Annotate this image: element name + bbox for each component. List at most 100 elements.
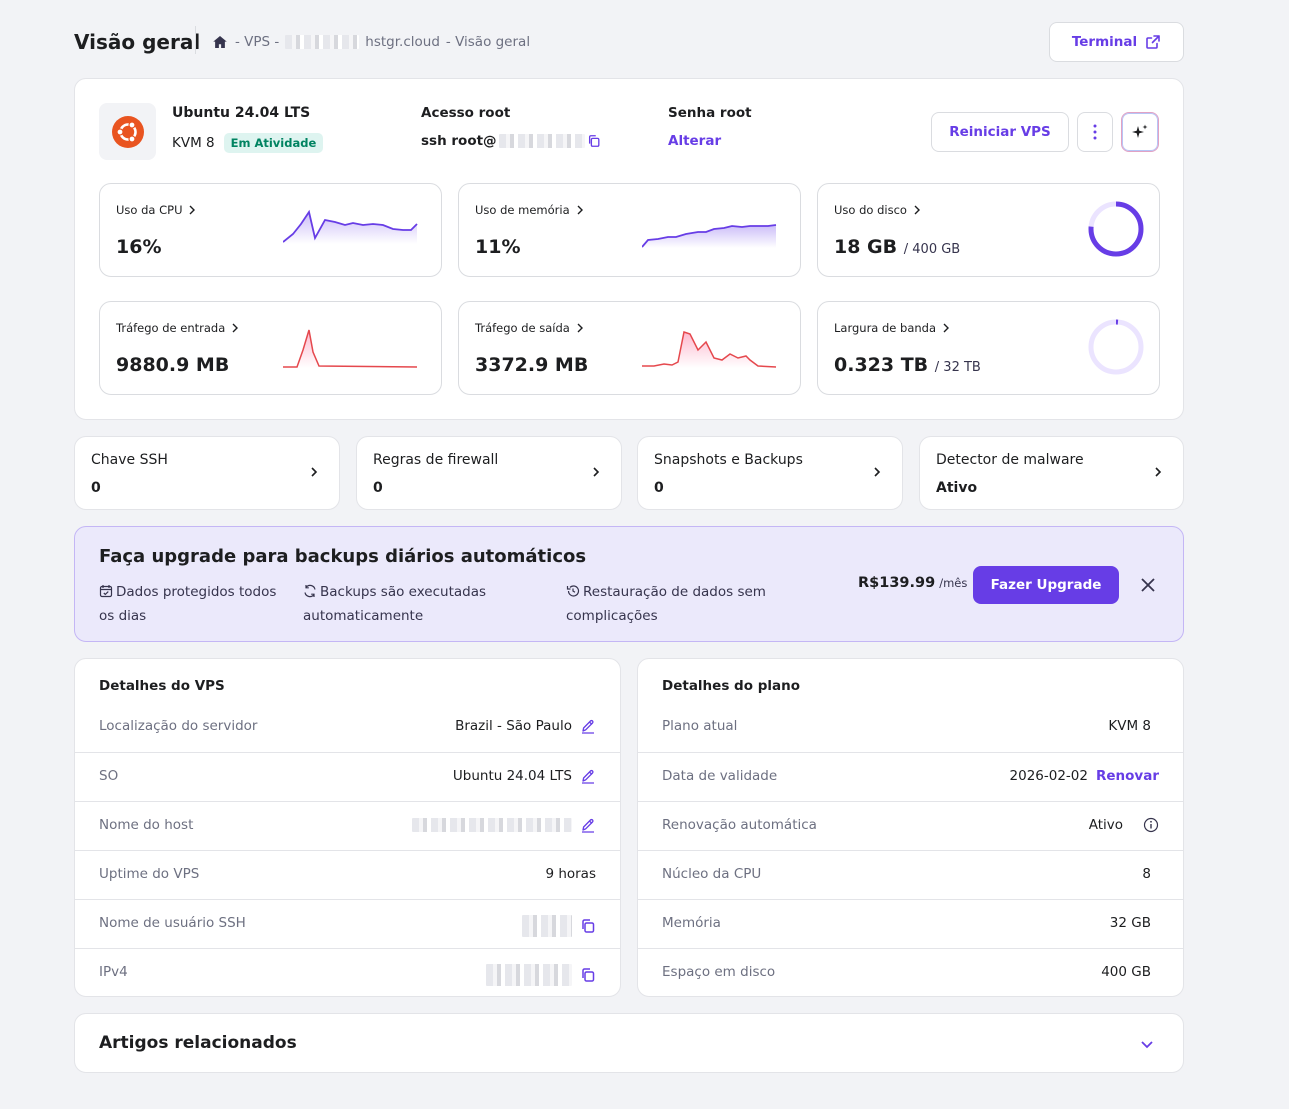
- redacted-hostname: [285, 35, 360, 49]
- related-articles-title: Artigos relacionados: [99, 1033, 297, 1053]
- external-link-icon: [1146, 35, 1160, 49]
- inbound-traffic-value: 9880.9 MB: [116, 354, 230, 376]
- plan-details-card: Detalhes do plano Plano atual KVM 8 Data…: [637, 658, 1184, 997]
- feature-auto-backups: Backups são executadas automaticamente: [303, 584, 487, 624]
- outbound-traffic-value: 3372.9 MB: [475, 354, 589, 376]
- inbound-traffic-tile[interactable]: Tráfego de entrada 9880.9 MB: [99, 301, 442, 395]
- redacted-ipv4: [486, 964, 572, 986]
- outbound-traffic-sparkline: [642, 331, 777, 368]
- redacted-hostname: [412, 818, 572, 832]
- table-row: Data de validade 2026-02-02 Renovar: [638, 752, 1183, 801]
- home-icon[interactable]: [211, 33, 229, 51]
- bandwidth-total: / 32 TB: [934, 360, 981, 375]
- malware-detector-label: Detector de malware: [936, 452, 1084, 468]
- firewall-rules-card[interactable]: Regras de firewall 0: [356, 436, 622, 510]
- firewall-rules-label: Regras de firewall: [373, 452, 499, 468]
- upgrade-button[interactable]: Fazer Upgrade: [973, 566, 1119, 604]
- copy-icon[interactable]: [580, 967, 596, 983]
- breadcrumb-host[interactable]: hstgr.cloud: [365, 34, 440, 50]
- info-icon[interactable]: [1143, 817, 1159, 833]
- chevron-right-icon: [311, 467, 318, 477]
- vps-details-title: Detalhes do VPS: [99, 678, 225, 694]
- upgrade-price: R$139.99/mês: [858, 575, 968, 591]
- malware-detector-status: Ativo: [936, 480, 978, 496]
- disk-usage-ring: [1088, 201, 1144, 257]
- cpu-usage-sparkline: [283, 209, 418, 244]
- cpu-usage-tile[interactable]: Uso da CPU 16%: [99, 183, 442, 277]
- vps-overview-card: Ubuntu 24.04 LTS KVM 8 Em Atividade Aces…: [74, 78, 1184, 420]
- breadcrumb-current: - Visão geral: [445, 34, 531, 50]
- bandwidth-value: 0.323 TB / 32 TB: [834, 354, 981, 376]
- chevron-right-icon: [914, 205, 920, 215]
- terminal-button[interactable]: Terminal: [1049, 22, 1184, 62]
- table-row: IPv4: [75, 948, 620, 996]
- terminal-label: Terminal: [1071, 34, 1138, 50]
- close-icon[interactable]: [1139, 576, 1157, 594]
- outbound-traffic-label: Tráfego de saída: [475, 321, 584, 335]
- header-divider: [195, 26, 196, 54]
- snapshots-backups-card[interactable]: Snapshots e Backups 0: [637, 436, 903, 510]
- disk-usage-label: Uso do disco: [834, 203, 921, 217]
- history-icon: [566, 585, 580, 597]
- change-password-link[interactable]: Alterar: [668, 133, 722, 149]
- chevron-right-icon: [232, 323, 239, 333]
- chevron-down-icon[interactable]: [1139, 1036, 1155, 1052]
- status-badge: Em Atividade: [223, 133, 324, 153]
- inbound-traffic-label: Tráfego de entrada: [116, 321, 239, 335]
- table-row: Plano atual KVM 8: [662, 718, 1151, 734]
- edit-icon[interactable]: [580, 718, 596, 734]
- memory-usage-tile[interactable]: Uso de memória 11%: [458, 183, 801, 277]
- related-articles-panel[interactable]: Artigos relacionados: [74, 1013, 1184, 1073]
- more-options-button[interactable]: [1077, 112, 1113, 152]
- table-row: Núcleo da CPU 8: [638, 850, 1183, 899]
- ssh-keys-label: Chave SSH: [91, 452, 168, 468]
- page-title: Visão geral: [74, 30, 201, 54]
- edit-icon[interactable]: [580, 817, 596, 833]
- refresh-icon: [304, 584, 316, 598]
- chevron-right-icon: [1155, 467, 1162, 477]
- ubuntu-icon: [111, 115, 144, 148]
- ssh-keys-card[interactable]: Chave SSH 0: [74, 436, 340, 510]
- chevron-right-icon: [577, 323, 583, 333]
- table-row: Memória 32 GB: [638, 899, 1183, 948]
- copy-icon[interactable]: [580, 918, 596, 934]
- root-access-value: ssh root@: [421, 133, 601, 149]
- inbound-traffic-sparkline: [283, 329, 418, 368]
- outbound-traffic-tile[interactable]: Tráfego de saída 3372.9 MB: [458, 301, 801, 395]
- copy-icon[interactable]: [587, 134, 601, 148]
- cpu-usage-label: Uso da CPU: [116, 203, 196, 217]
- kebab-menu-icon: [1093, 124, 1097, 140]
- chevron-right-icon: [577, 205, 583, 215]
- disk-total: / 400 GB: [903, 242, 961, 257]
- cpu-usage-value: 16%: [116, 236, 162, 258]
- firewall-rules-count: 0: [373, 480, 383, 496]
- table-row: Nome de usuário SSH: [75, 899, 620, 948]
- breadcrumb-vps[interactable]: - VPS -: [235, 34, 280, 50]
- plan-row: KVM 8 Em Atividade: [172, 133, 324, 153]
- upgrade-banner: Faça upgrade para backups diários automá…: [74, 526, 1184, 642]
- bandwidth-label: Largura de banda: [834, 321, 950, 335]
- disk-usage-value: 18 GB / 400 GB: [834, 236, 961, 258]
- redacted-username: [522, 915, 572, 937]
- renew-link[interactable]: Renovar: [1095, 768, 1159, 784]
- table-row: Nome do host: [75, 801, 620, 850]
- bandwidth-ring: [1088, 319, 1144, 375]
- root-password-label: Senha root: [668, 105, 752, 121]
- sparkle-icon: [1132, 124, 1148, 138]
- ssh-keys-count: 0: [91, 480, 101, 496]
- feature-easy-restore: Restauração de dados sem complicações: [566, 584, 766, 624]
- chevron-right-icon: [593, 467, 600, 477]
- memory-usage-sparkline: [642, 224, 777, 248]
- ai-assistant-button[interactable]: [1121, 112, 1159, 152]
- bandwidth-tile[interactable]: Largura de banda 0.323 TB / 32 TB: [817, 301, 1160, 395]
- edit-icon[interactable]: [580, 768, 596, 784]
- table-row: Renovação automática Ativo: [638, 801, 1183, 850]
- calendar-check-icon: [99, 585, 113, 598]
- chevron-right-icon: [189, 205, 196, 215]
- page-header: Visão geral - VPS - hstgr.cloud - Visão …: [74, 22, 1184, 62]
- disk-usage-tile[interactable]: Uso do disco 18 GB / 400 GB: [817, 183, 1160, 277]
- memory-usage-value: 11%: [475, 236, 521, 258]
- malware-detector-card[interactable]: Detector de malware Ativo: [919, 436, 1184, 510]
- restart-vps-button[interactable]: Reiniciar VPS: [931, 112, 1069, 152]
- memory-usage-label: Uso de memória: [475, 203, 584, 217]
